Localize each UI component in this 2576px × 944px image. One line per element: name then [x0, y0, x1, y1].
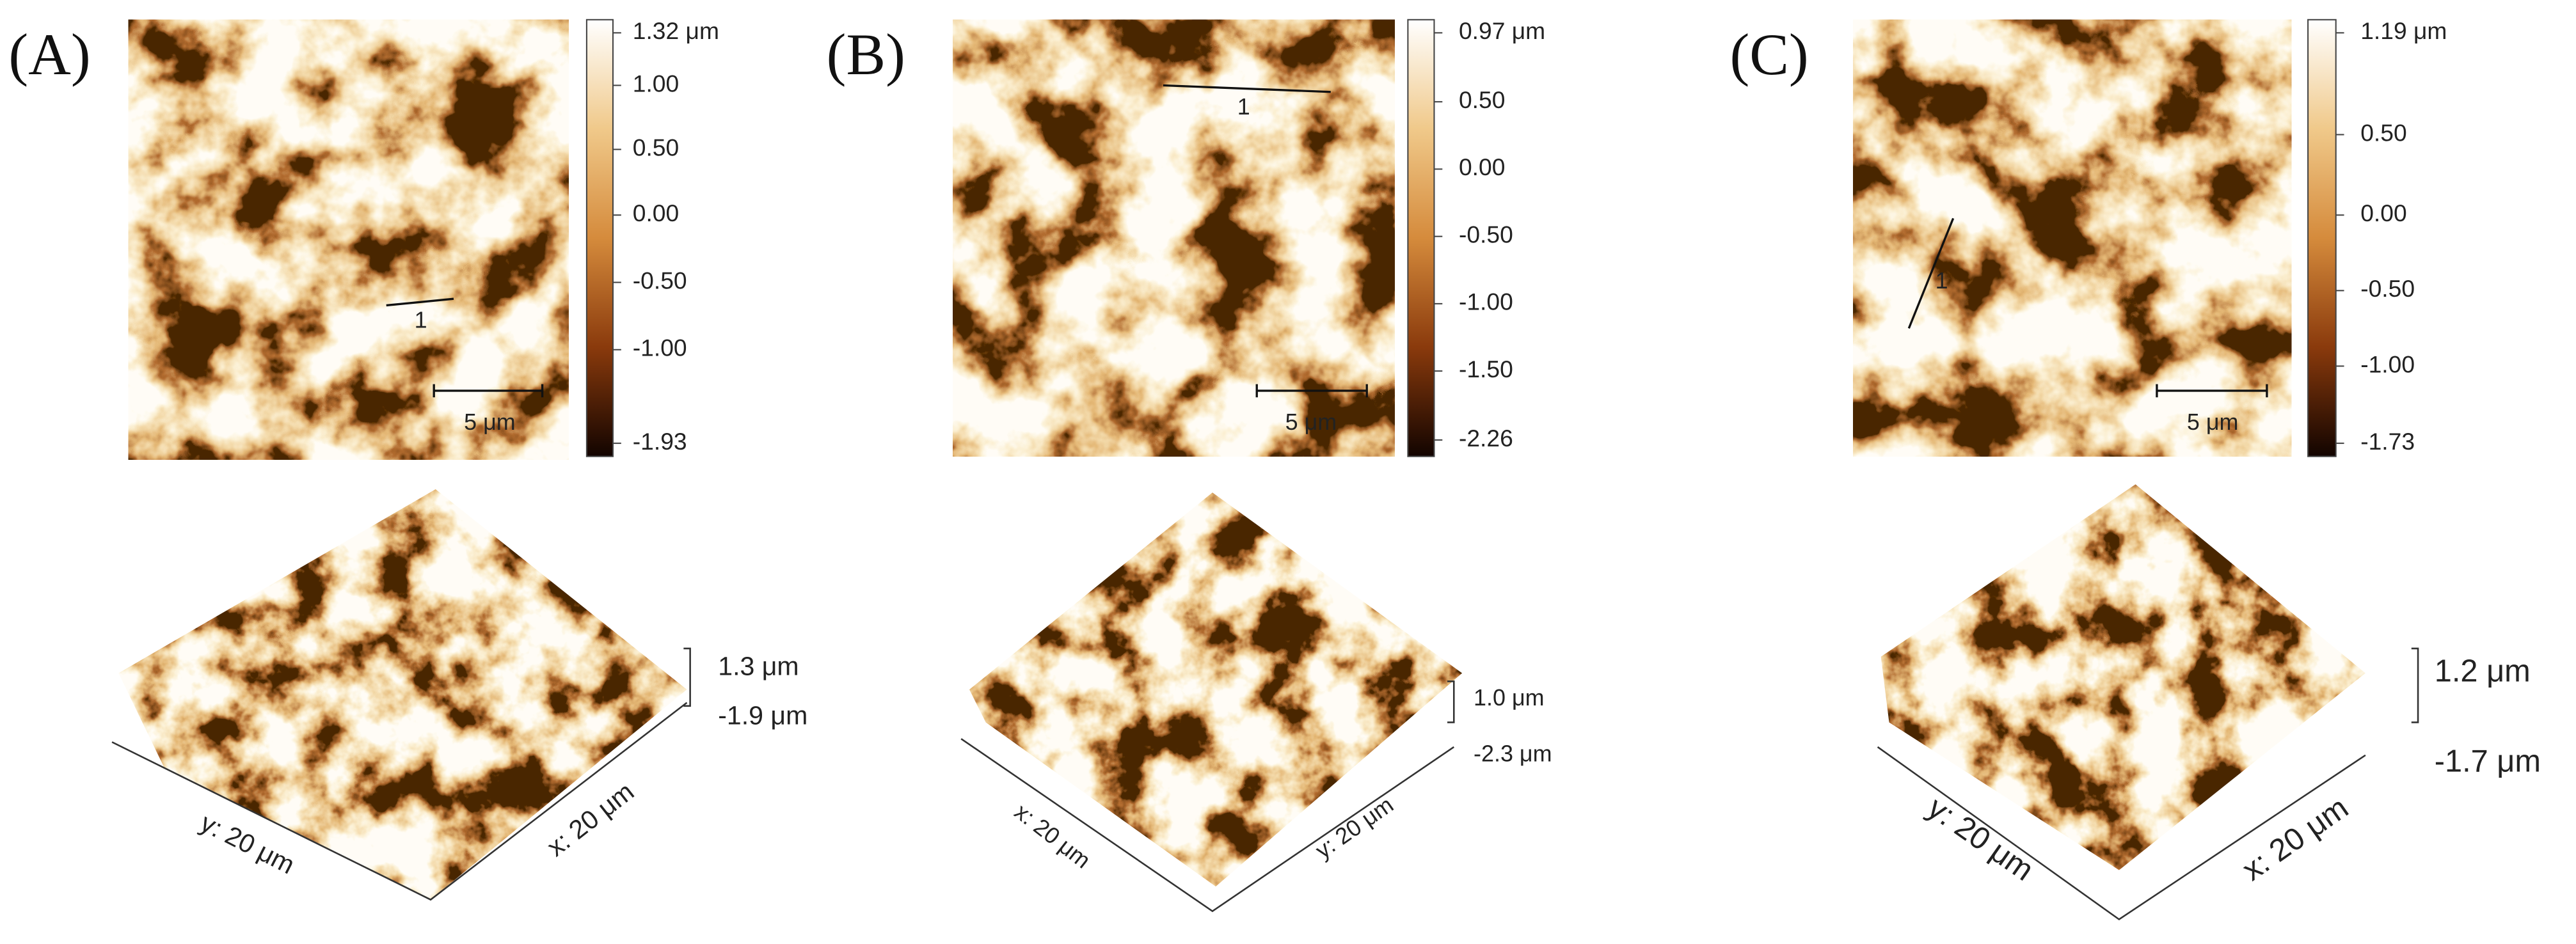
colorbar-tick-label: -2.26 [1459, 425, 1513, 452]
z-scale-bracket [1447, 680, 1455, 723]
colorbar-tick-label: 0.50 [1459, 86, 1505, 113]
z-max-label: 1.0 μm [1474, 684, 1545, 711]
colorbar-tick-label: 0.50 [2360, 119, 2406, 146]
axis-label: x: 20 μm [2236, 791, 2355, 888]
colorbar-tick-label: 0.00 [633, 200, 679, 226]
colorbar-tick-label: -0.50 [1459, 221, 1513, 248]
axis-label: x: 20 μm [1010, 798, 1095, 874]
panel-label: (A) [8, 22, 90, 87]
scale-bar-label: 5 μm [2187, 409, 2239, 435]
panel: (A) 1 5 μm 1.32 μm 1.00 0.50 0.00 -0.50 -1.00 -1.… [8, 17, 807, 901]
colorbar-tick-label: 0.97 μm [1459, 17, 1545, 44]
colorbar-tick-label: -1.93 [633, 428, 687, 455]
colorbar-tick-label: -0.50 [2360, 275, 2415, 302]
colorbar [2307, 19, 2337, 457]
z-scale-bracket [2411, 647, 2419, 723]
profile-label: 1 [415, 307, 427, 333]
scale-bar-label: 5 μm [464, 409, 516, 435]
colorbar-tick-label: 1.19 μm [2360, 17, 2447, 44]
scale-bar [2156, 384, 2268, 398]
axis-lines [1877, 746, 2366, 921]
panel-label: (C) [1730, 22, 1809, 87]
axis-lines [111, 702, 688, 901]
colorbar-tick-label: -1.50 [1459, 356, 1513, 382]
z-min-label: -1.7 μm [2435, 744, 2541, 779]
z-max-label: 1.3 μm [718, 652, 799, 681]
profile-label: 1 [1237, 93, 1250, 120]
colorbar-tick-label: -1.00 [633, 334, 687, 361]
colorbar [1407, 19, 1435, 457]
colorbar-tick-label: -1.00 [1459, 288, 1513, 315]
panel: (C) 1 5 μm 1.19 μm 0.50 0.00 -0.50 -1.00 -1.73 1.… [1730, 17, 2541, 921]
profile-line [1907, 217, 1955, 329]
colorbar-tick-label: 1.00 [633, 70, 679, 97]
z-max-label: 1.2 μm [2435, 654, 2531, 688]
colorbar-tick-label: 0.00 [2360, 200, 2406, 226]
profile-label: 1 [1936, 267, 1948, 294]
z-min-label: -1.9 μm [718, 701, 807, 730]
colorbar [585, 19, 614, 457]
scale-bar [433, 384, 544, 398]
profile-line [386, 297, 454, 307]
scale-bar-label: 5 μm [1285, 409, 1337, 435]
afm-height-map [1853, 19, 2292, 457]
z-scale-bracket [683, 647, 691, 707]
afm-height-map [128, 19, 569, 460]
colorbar-tick-label: 1.32 μm [633, 17, 719, 44]
z-min-label: -2.3 μm [1474, 740, 1552, 766]
profile-line [1163, 84, 1331, 93]
panel-label: (B) [827, 22, 905, 87]
axis-label: y: 20 μm [1310, 791, 1398, 863]
colorbar-tick-label: -1.00 [2360, 350, 2415, 377]
colorbar-tick-label: 0.00 [1459, 153, 1505, 180]
colorbar-tick-label: 0.50 [633, 134, 679, 161]
scale-bar [1255, 384, 1368, 398]
colorbar-tick-label: -1.73 [2360, 428, 2415, 455]
axis-lines [960, 738, 1454, 913]
colorbar-tick-label: -0.50 [633, 267, 687, 294]
